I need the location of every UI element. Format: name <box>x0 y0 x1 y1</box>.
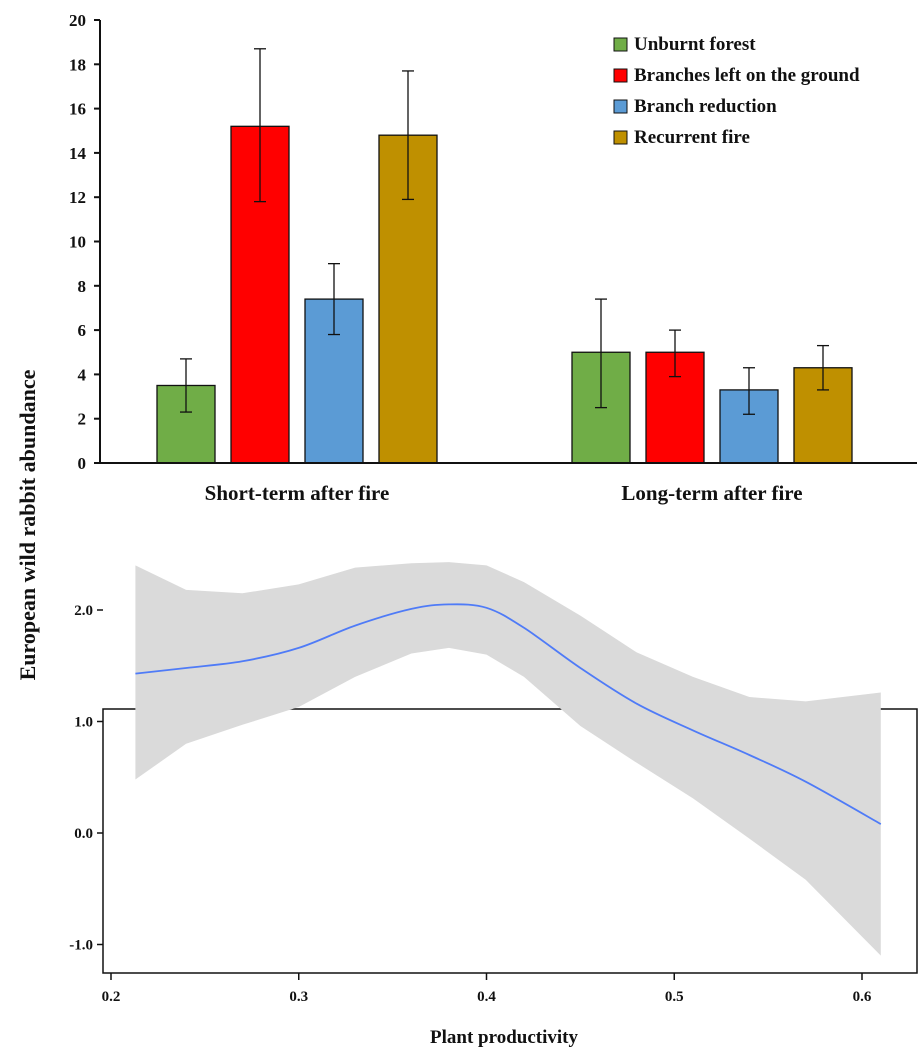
legend-swatch <box>613 130 628 145</box>
y-tick-label: 10 <box>69 233 86 252</box>
y-tick-label: 0.0 <box>74 826 93 842</box>
x-tick-label: 0.2 <box>102 989 121 1005</box>
y-tick-label: -1.0 <box>69 938 93 954</box>
bar-chart: 0 2 4 6 8 10 12 14 16 18 20 Short-term after fire Lo… <box>69 11 917 505</box>
y-tick-label: 4 <box>78 365 87 384</box>
line-chart: -1.0 0.0 1.0 2.0 0.2 0.3 0.4 0.5 0.6 Plant produ… <box>69 562 918 1048</box>
x-tick-label: 0.4 <box>477 989 496 1005</box>
y-tick-label: 12 <box>69 188 86 207</box>
legend: Unburnt forest Branches left on the groun… <box>613 34 860 148</box>
y-axis-title: European wild rabbit abundance <box>15 369 40 680</box>
fitted-line <box>135 603 882 825</box>
y-tick-label: 8 <box>78 277 87 296</box>
y-tick-label: 20 <box>69 11 86 30</box>
category-label: Short-term after fire <box>205 481 390 505</box>
legend-label: Recurrent fire <box>634 127 750 148</box>
legend-label: Unburnt forest <box>634 34 756 55</box>
y-tick-label: 2.0 <box>74 603 93 619</box>
legend-swatch <box>613 37 628 52</box>
y-tick-label: 1.0 <box>74 715 93 731</box>
legend-label: Branch reduction <box>634 96 777 117</box>
category-label: Long-term after fire <box>621 481 802 505</box>
legend-label: Branches left on the ground <box>634 65 860 86</box>
legend-swatch <box>613 68 628 83</box>
y-tick-label: 18 <box>69 55 86 74</box>
x-tick-label: 0.5 <box>665 989 684 1005</box>
y-tick-label: 6 <box>78 321 87 340</box>
y-tick-label: 14 <box>69 144 87 163</box>
x-axis-title: Plant productivity <box>430 1027 578 1048</box>
confidence-band <box>135 562 881 956</box>
y-tick-label: 2 <box>78 410 87 429</box>
y-tick-label: 0 <box>78 454 87 473</box>
legend-swatch <box>613 99 628 114</box>
y-tick-label: 16 <box>69 100 86 119</box>
x-tick-label: 0.3 <box>289 989 308 1005</box>
plot-frame <box>102 708 918 974</box>
x-tick-label: 0.6 <box>853 989 872 1005</box>
